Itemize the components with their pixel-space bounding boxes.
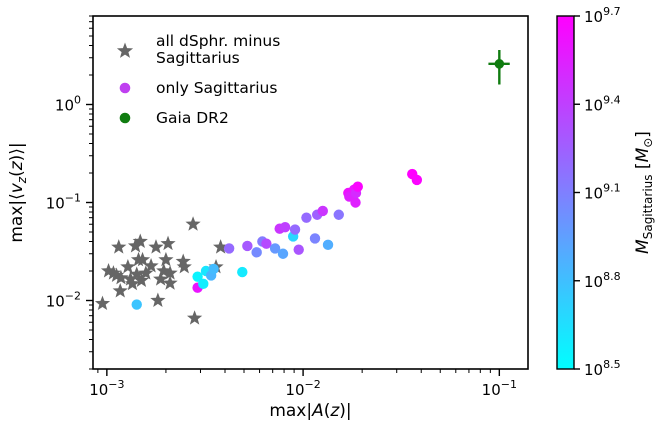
legend-star-marker [116,42,134,58]
y-tick-label: 10−1 [46,192,81,213]
star-marker [185,216,201,231]
star-marker [127,237,144,253]
star-marker [133,272,150,287]
sagittarius-point [131,299,142,310]
sagittarius-point [242,240,253,252]
legend-label-gaia: Gaia DR2 [156,109,229,127]
star-marker [213,239,229,254]
star-marker [94,295,111,311]
sagittarius-point [309,233,321,244]
x-tick-label: 10−2 [285,378,320,399]
colorbar-label: MSagittarius [M⊙] [633,131,655,254]
star-marker [113,269,129,285]
star-marker [160,235,176,251]
gaia-point [494,59,505,69]
star-marker [111,239,127,254]
sagittarius-point [279,221,291,233]
legend: all dSphr. minus Sagittarius only Sagittar… [116,32,280,127]
sagittarius-point [261,238,272,249]
axis-ticks: 10−3 10−2 10−1 10−2 10−1 100 [46,15,517,399]
colorbar-tick-label: 109.4 [584,93,621,114]
sagittarius-point [322,239,334,251]
sagittarius-point [411,174,423,186]
star-marker [120,258,136,274]
x-tick-label: 10−1 [482,378,517,399]
legend-gaia-marker [119,112,131,124]
star-marker [132,233,148,248]
star-marker [100,263,117,278]
star-marker [162,265,178,280]
sagittarius-point [277,248,289,259]
sagittarius-point [289,224,301,235]
star-marker [148,239,164,254]
plot-area-frame [92,15,529,370]
y-tick-label: 10−2 [46,290,81,311]
star-marker [143,257,159,273]
sagittarius-point [293,244,304,255]
data-points [94,49,510,325]
sagittarius-point [269,243,281,254]
sagittarius-point [350,197,361,208]
sagittarius-point [251,247,262,258]
star-marker [150,292,166,307]
star-marker [108,267,125,282]
sagittarius-point [198,278,209,290]
legend-sagittarius-marker [119,82,131,94]
colorbar-gradient [556,15,575,370]
y-tick-label: 100 [55,94,81,115]
star-marker [134,251,151,267]
x-axis-label: max|A(z)| [269,401,351,421]
sagittarius-point [208,263,219,275]
star-marker [153,271,169,286]
sagittarius-point [223,243,235,254]
sagittarius-point [352,181,363,192]
legend-label-sagittarius: only Sagittarius [156,79,277,97]
sagittarius-point [333,209,344,220]
legend-label-dsphr: all dSphr. minus Sagittarius [156,32,280,67]
colorbar-tick-label: 109.7 [584,5,621,26]
colorbar-tick-label: 108.5 [584,358,621,379]
star-marker [175,253,191,268]
x-tick-label: 10−3 [89,378,124,399]
colorbar-tick-label: 109.1 [584,182,621,203]
y-axis-label: max|⟨vz(z)⟩| [7,142,29,242]
sagittarius-point [237,266,248,278]
star-marker [162,275,178,290]
star-marker [138,265,154,280]
star-marker [112,283,128,298]
colorbar-tick-label: 108.8 [584,270,621,291]
star-marker [156,263,172,278]
colorbar: 108.5 108.8 109.1 109.4 109.7 [556,5,621,379]
star-marker [124,275,141,291]
star-marker [122,271,139,286]
star-marker [129,266,145,281]
star-marker [105,265,122,280]
star-marker [186,310,203,325]
sagittarius-point [301,212,312,223]
star-marker [158,251,174,267]
sagittarius-point [317,205,328,217]
sagittarius-point [192,271,203,282]
star-marker [176,258,192,274]
